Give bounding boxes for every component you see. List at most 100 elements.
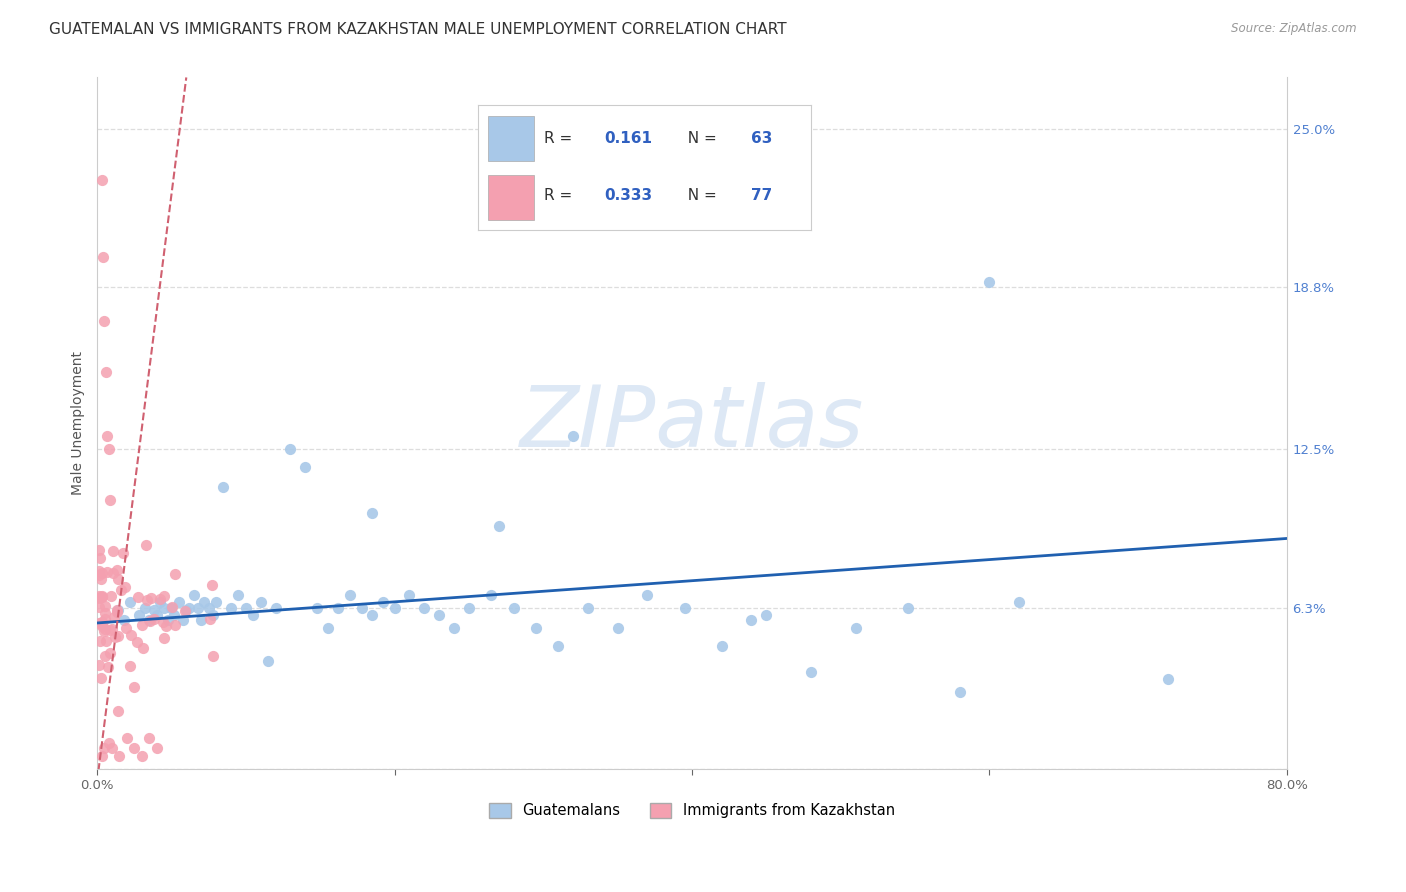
Point <box>94 622 117 636</box>
Point <box>127 591 149 605</box>
Point <box>165 567 187 582</box>
Point <box>606 621 628 635</box>
Point <box>107 629 129 643</box>
Point <box>90 566 112 580</box>
Point <box>228 588 250 602</box>
Point <box>183 588 205 602</box>
Point <box>479 588 502 602</box>
Point <box>118 595 141 609</box>
Point <box>87 616 110 631</box>
Point <box>87 599 110 614</box>
Point <box>755 608 778 623</box>
Point <box>149 591 172 606</box>
Point <box>87 657 110 672</box>
Point <box>90 173 112 187</box>
Point <box>103 566 125 580</box>
Point <box>87 591 110 605</box>
Point <box>98 623 121 637</box>
Point <box>257 654 280 668</box>
Point <box>547 639 569 653</box>
Point <box>101 623 124 637</box>
Point <box>673 600 696 615</box>
Point <box>136 593 159 607</box>
Point <box>350 600 373 615</box>
Point <box>145 741 167 756</box>
Point <box>326 600 349 615</box>
Text: ZIPatlas: ZIPatlas <box>520 382 865 465</box>
Point <box>153 600 176 615</box>
Point <box>316 621 339 635</box>
Point <box>93 624 115 638</box>
Point <box>384 600 406 615</box>
Point <box>202 608 225 623</box>
Point <box>443 621 465 635</box>
Point <box>155 619 177 633</box>
Point <box>112 614 135 628</box>
Point <box>163 608 186 623</box>
Point <box>167 595 190 609</box>
Legend: Guatemalans, Immigrants from Kazakhstan: Guatemalans, Immigrants from Kazakhstan <box>484 797 901 824</box>
Point <box>427 608 450 623</box>
Point <box>103 610 125 624</box>
Point <box>138 614 160 628</box>
Point <box>190 614 212 628</box>
Point <box>107 704 129 718</box>
Point <box>139 591 162 605</box>
Point <box>371 595 394 609</box>
Point <box>105 605 128 619</box>
Point <box>242 608 264 623</box>
Point <box>193 595 215 609</box>
Point <box>280 442 302 456</box>
Point <box>710 639 733 653</box>
Point <box>90 590 112 604</box>
Point <box>131 618 153 632</box>
Point <box>100 493 122 508</box>
Point <box>201 578 224 592</box>
Point <box>413 600 436 615</box>
Point <box>172 614 194 628</box>
Point <box>949 685 972 699</box>
Point <box>128 608 150 623</box>
Point <box>90 749 112 764</box>
Point <box>89 590 111 604</box>
Point <box>110 583 132 598</box>
Point <box>174 603 197 617</box>
Point <box>138 731 160 746</box>
Point <box>307 600 329 615</box>
Point <box>105 603 128 617</box>
Point <box>457 600 479 615</box>
Point <box>87 568 110 582</box>
Point <box>90 619 112 633</box>
Point <box>98 646 121 660</box>
Point <box>800 665 823 679</box>
Text: GUATEMALAN VS IMMIGRANTS FROM KAZAKHSTAN MALE UNEMPLOYMENT CORRELATION CHART: GUATEMALAN VS IMMIGRANTS FROM KAZAKHSTAN… <box>49 22 787 37</box>
Point <box>134 600 156 615</box>
Point <box>187 600 209 615</box>
Point <box>361 608 384 623</box>
Point <box>90 615 112 630</box>
Point <box>205 595 228 609</box>
Point <box>120 659 142 673</box>
Point <box>135 538 157 552</box>
Point <box>96 660 118 674</box>
Point <box>153 631 176 645</box>
Text: Source: ZipAtlas.com: Source: ZipAtlas.com <box>1232 22 1357 36</box>
Point <box>163 618 186 632</box>
Point <box>198 611 221 625</box>
Point <box>120 628 142 642</box>
Point <box>152 615 174 629</box>
Point <box>101 544 124 558</box>
Point <box>488 518 510 533</box>
Point <box>142 612 165 626</box>
Point <box>101 741 124 756</box>
Point <box>91 250 114 264</box>
Point <box>361 506 384 520</box>
Point <box>1008 595 1031 609</box>
Point <box>294 459 316 474</box>
Point <box>114 580 136 594</box>
Point <box>96 565 118 579</box>
Point <box>87 543 110 558</box>
Point <box>740 614 762 628</box>
Point <box>111 546 134 560</box>
Point <box>148 595 170 609</box>
